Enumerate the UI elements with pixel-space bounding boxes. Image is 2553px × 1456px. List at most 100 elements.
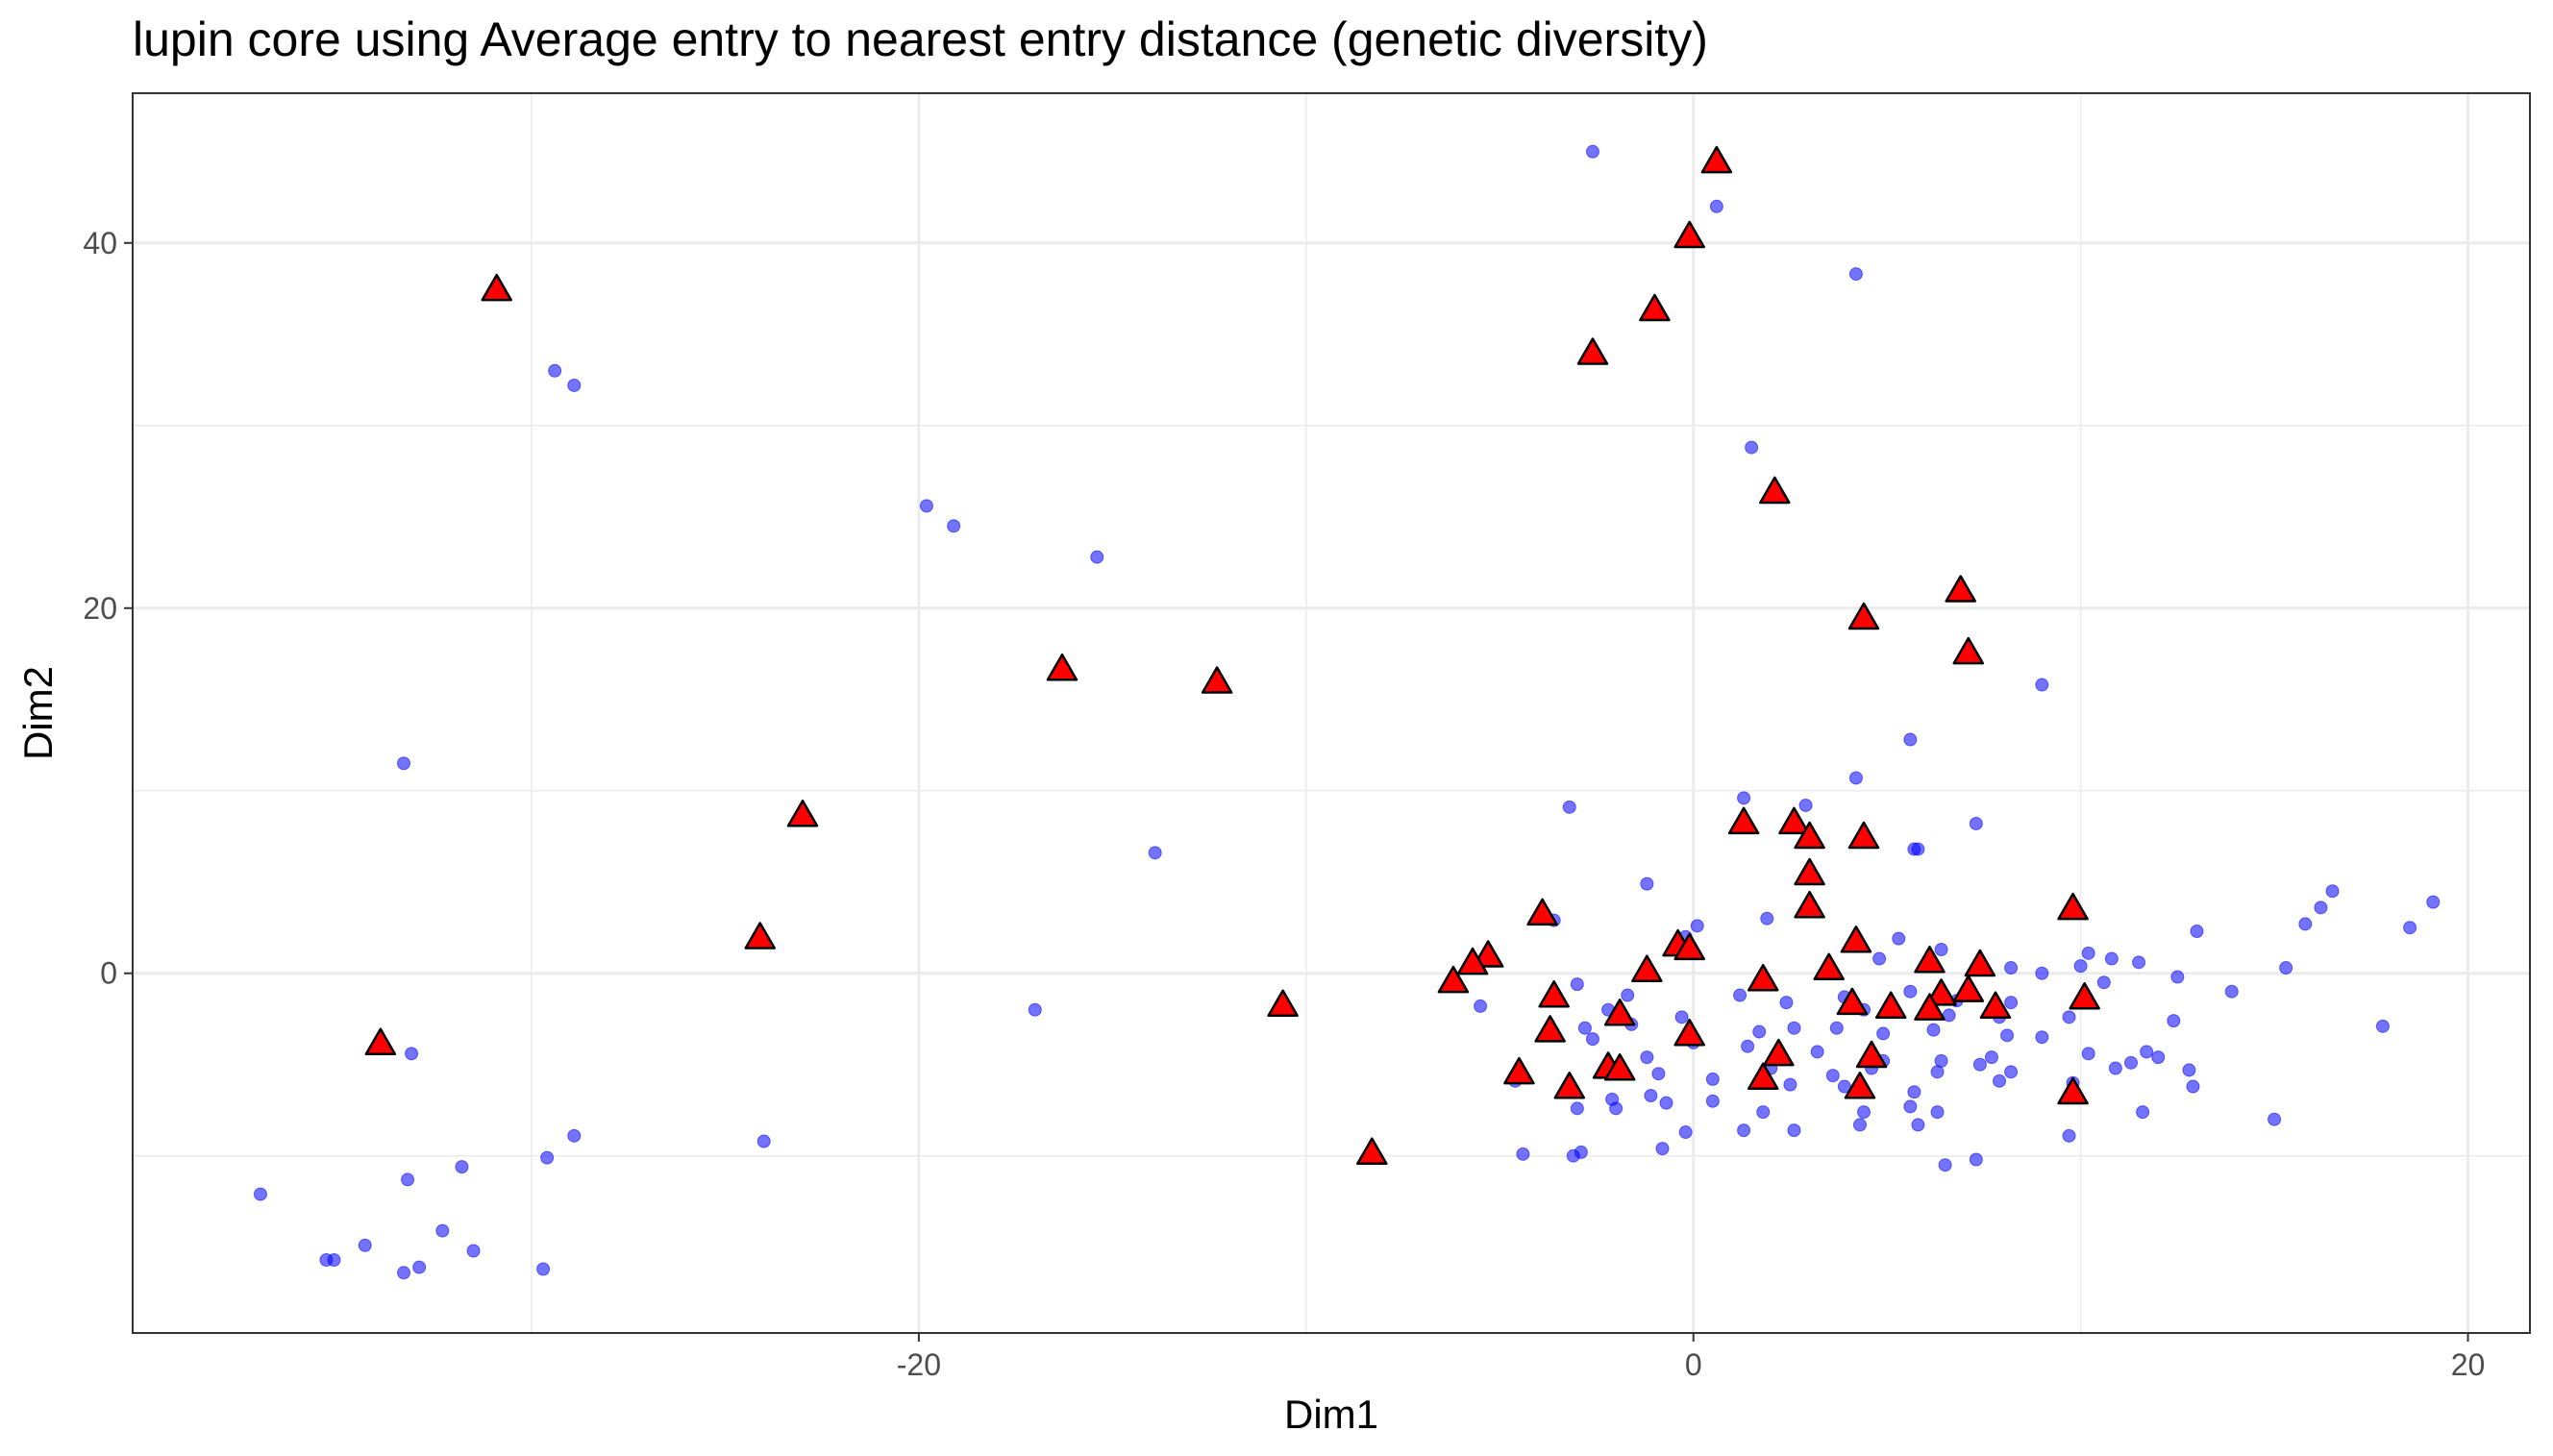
entry-point <box>1903 984 1918 999</box>
entry-point <box>358 1238 372 1252</box>
core-entry-point <box>2069 981 2100 1010</box>
core-entry-point <box>1840 925 1872 953</box>
core-entry-point <box>1979 991 2012 1019</box>
entry-point <box>2268 1112 2282 1126</box>
entry-point <box>1651 1067 1666 1081</box>
entry-point <box>1090 550 1104 564</box>
core-entry-point <box>2057 1076 2089 1105</box>
core-entry-point <box>1700 145 1733 174</box>
entry-point <box>1570 1101 1584 1116</box>
entry-point <box>2104 951 2119 966</box>
entry-point <box>2375 1019 2390 1033</box>
entry-point <box>1640 876 1654 891</box>
panel-border <box>132 92 2531 1334</box>
y-tick-label: 40 <box>83 226 117 260</box>
core-entry-point <box>1844 1072 1876 1099</box>
core-entry-point <box>1925 978 1957 1006</box>
entry-point <box>1640 1050 1654 1065</box>
entry-point <box>1829 1021 1844 1035</box>
entry-point <box>1585 144 1599 159</box>
entry-point <box>919 499 933 513</box>
entry-point <box>1737 1123 1751 1138</box>
entry-point <box>1926 1023 1941 1037</box>
entry-point <box>2140 1045 2154 1059</box>
entry-point <box>1848 771 1863 785</box>
entry-point <box>1760 911 1774 925</box>
core-entry-point <box>1472 940 1504 968</box>
axis-layer: -20 0 20 0 20 40 <box>83 226 2485 1382</box>
entry-point <box>2108 1061 2122 1075</box>
entry-point <box>536 1262 551 1276</box>
plot-panel <box>132 92 2531 1334</box>
entry-point <box>567 378 582 392</box>
entry-point <box>1903 732 1918 747</box>
entry-point <box>1787 1021 1801 1035</box>
entry-point <box>1690 919 1704 933</box>
entry-point <box>397 756 411 771</box>
entry-point <box>1934 943 1948 957</box>
core-entry-point <box>1836 987 1869 1016</box>
entry-point <box>1705 1094 1720 1108</box>
entry-point <box>1872 951 1887 966</box>
entry-point <box>1787 1123 1801 1138</box>
entry-point <box>1474 999 1488 1013</box>
entry-point <box>1907 1085 1921 1099</box>
entry-point <box>1969 1152 1983 1167</box>
entry-point <box>1741 1039 1755 1053</box>
core-entry-point <box>1503 1056 1535 1085</box>
core-entry-point <box>364 1027 397 1055</box>
entry-point <box>2081 946 2095 960</box>
entry-point <box>2081 1047 2095 1061</box>
core-entry-point <box>1673 932 1705 961</box>
entry-point <box>1577 1021 1592 1035</box>
entry-point <box>1745 440 1759 455</box>
entry-point <box>1733 988 1747 1002</box>
entry-point <box>2073 959 2088 974</box>
core-entry-point <box>1794 821 1825 850</box>
entry-point <box>1779 996 1794 1010</box>
core-entry-point <box>1914 993 1946 1021</box>
x-tick-label: -20 <box>897 1347 941 1382</box>
entry-point <box>2279 961 2293 975</box>
entry-point <box>1972 1057 1987 1072</box>
entry-point <box>540 1150 555 1165</box>
entry-point <box>1574 1145 1588 1159</box>
entry-point <box>2325 884 2340 899</box>
entry-point <box>455 1160 469 1174</box>
entry-point <box>2167 1014 2181 1028</box>
entry-point <box>1516 1147 1530 1161</box>
entry-point <box>1911 1118 1925 1132</box>
entry-point <box>1737 791 1751 805</box>
core-entry-point <box>1945 575 1976 603</box>
entry-point <box>1644 1089 1658 1103</box>
entry-point <box>2190 925 2204 939</box>
entry-point <box>1930 1105 1945 1120</box>
entry-point <box>2004 996 2019 1010</box>
entry-point <box>1856 1105 1871 1120</box>
entry-point <box>2224 984 2239 999</box>
core-entry-point <box>1576 337 1609 365</box>
y-tick-label: 20 <box>83 591 117 626</box>
entry-point <box>1911 842 1925 856</box>
entry-point <box>2096 975 2111 990</box>
entry-point <box>1930 1065 1945 1079</box>
entry-point <box>466 1244 481 1258</box>
core-entry-point <box>786 799 819 827</box>
entry-point <box>1709 199 1723 213</box>
core-entry-point <box>1747 963 1779 992</box>
entry-point <box>947 519 961 533</box>
core-entry-point <box>1046 653 1078 681</box>
core-entry-point <box>1759 476 1791 505</box>
core-entry-point <box>1673 1018 1705 1047</box>
entry-point <box>1852 1118 1867 1132</box>
entry-point <box>2403 921 2417 935</box>
entry-point <box>1903 1099 1918 1114</box>
core-entry-point <box>1763 1038 1795 1067</box>
x-tick-label: 20 <box>2451 1347 2486 1382</box>
x-axis-title: Dim1 <box>1284 1392 1378 1437</box>
entry-point <box>1678 1125 1693 1140</box>
entry-point <box>412 1260 427 1274</box>
entry-point <box>567 1128 582 1143</box>
